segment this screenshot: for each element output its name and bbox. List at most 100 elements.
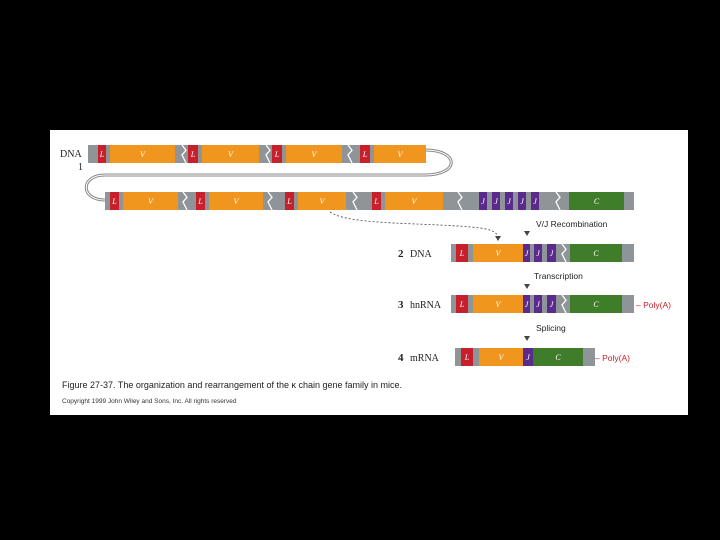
row2-break-10 [267, 191, 273, 211]
row4-intron-2 [468, 295, 473, 313]
row3-c-segment-11 [570, 244, 622, 262]
row1-intron-7 [198, 145, 202, 163]
row4-j-segment-4 [523, 295, 530, 313]
row1-intron-12 [282, 145, 286, 163]
row4-v-segment-3-letter: V [496, 300, 502, 309]
row3-v-segment-3 [473, 244, 523, 262]
row2-intron-19 [443, 192, 479, 210]
row2-c-segment-32 [569, 192, 624, 210]
row2-break-15 [352, 191, 358, 211]
row2-intron-33 [624, 192, 634, 210]
row5-j-segment-4-letter: J [526, 353, 530, 362]
dna-wrap-connector-inner [85, 149, 452, 201]
row4-j-segment-4-letter: J [525, 300, 529, 309]
row3-j-segment-6-letter: J [536, 249, 540, 258]
row2-j-segment-21 [479, 192, 487, 210]
row1-leader-6 [188, 145, 198, 163]
row3-intron-0 [451, 244, 456, 262]
row4-c-segment-11 [570, 295, 622, 313]
row5-intron-2 [473, 348, 479, 366]
row3-leader-1-letter: L [459, 249, 465, 258]
row3-c-segment-11-letter: C [593, 249, 599, 258]
row1-v-segment-18 [374, 145, 426, 163]
dna-row-number: 1 [78, 162, 83, 173]
row3-intron-5 [530, 244, 534, 262]
row5-intron-0 [455, 348, 461, 366]
row2-c-segment-32-letter: C [594, 197, 600, 206]
row2-j-segment-27-letter: J [520, 197, 524, 206]
step4-number: 4 [398, 352, 404, 364]
copyright-text: Copyright 1999 John Wiley and Sons, Inc.… [62, 398, 237, 405]
row3-j-segment-6 [534, 244, 542, 262]
row2-intron-24 [500, 192, 505, 210]
row2-leader-16-letter: L [373, 197, 379, 206]
row3-intron-7 [542, 244, 547, 262]
row3-v-segment-3-letter: V [496, 249, 502, 258]
row2-v-segment-8 [209, 192, 263, 210]
dna-label-top: DNA [60, 149, 82, 160]
recombination-dashed-arrow [329, 211, 499, 239]
step2-label: DNA [410, 249, 432, 260]
row3-intron-2 [468, 244, 473, 262]
row2-j-segment-27 [518, 192, 526, 210]
row2-intron-28 [526, 192, 531, 210]
row3-j-segment-8 [547, 244, 556, 262]
row1-leader-16-letter: L [362, 150, 368, 159]
row2-j-segment-21-letter: J [481, 197, 485, 206]
row3-j-segment-4-letter: J [525, 249, 529, 258]
row2-v-segment-8-letter: V [234, 197, 240, 206]
row1-intron-0 [88, 145, 98, 163]
transcription-label: Transcription [534, 271, 583, 281]
row4-intron-12 [622, 295, 634, 313]
row2-v-segment-18-letter: V [412, 197, 418, 206]
row4-j-segment-8-letter: J [550, 300, 554, 309]
row2-j-segment-23-letter: J [494, 197, 498, 206]
row1-v-segment-13 [286, 145, 342, 163]
row1-v-segment-18-letter: V [398, 150, 404, 159]
row4-j-segment-8 [547, 295, 556, 313]
row2-intron-22 [487, 192, 492, 210]
row2-break-31 [555, 191, 561, 211]
row2-v-segment-13 [298, 192, 346, 210]
row1-leader-11-letter: L [274, 150, 280, 159]
row5-j-segment-4 [523, 348, 533, 366]
row2-intron-30 [539, 192, 569, 210]
row2-leader-6 [196, 192, 205, 210]
row1-intron-17 [370, 145, 374, 163]
row5-leader-1 [461, 348, 473, 366]
recombination-arrow-icon [524, 231, 530, 236]
row2-leader-1 [110, 192, 119, 210]
figure-caption: Figure 27-37. The organization and rearr… [62, 380, 402, 390]
row2-intron-14 [346, 192, 372, 210]
row2-break-20 [457, 191, 463, 211]
row1-break-5 [181, 144, 187, 164]
transcription-arrow-icon [524, 284, 530, 289]
row1-leader-1-letter: L [99, 150, 105, 159]
splicing-label: Splicing [536, 323, 566, 333]
row4-c-segment-11-letter: C [593, 300, 599, 309]
mrna-polya-label: – Poly(A) [595, 353, 630, 363]
splicing-arrow-icon [524, 336, 530, 341]
row1-leader-6-letter: L [190, 150, 196, 159]
row2-leader-16 [372, 192, 381, 210]
row2-j-segment-25-letter: J [507, 197, 511, 206]
row1-intron-2 [106, 145, 110, 163]
row4-intron-0 [451, 295, 456, 313]
row2-v-segment-3 [123, 192, 178, 210]
row4-j-segment-6-letter: J [536, 300, 540, 309]
row2-j-segment-29-letter: J [533, 197, 537, 206]
row5-v-segment-3 [479, 348, 523, 366]
row5-v-segment-3-letter: V [499, 353, 505, 362]
row2-intron-4 [178, 192, 196, 210]
row1-leader-11 [272, 145, 282, 163]
row2-intron-0 [105, 192, 110, 210]
row1-break-15 [347, 144, 353, 164]
row2-v-segment-3-letter: V [148, 197, 154, 206]
row2-leader-1-letter: L [111, 197, 117, 206]
row5-c-segment-5-letter: C [555, 353, 561, 362]
step4-label: mRNA [410, 353, 440, 364]
